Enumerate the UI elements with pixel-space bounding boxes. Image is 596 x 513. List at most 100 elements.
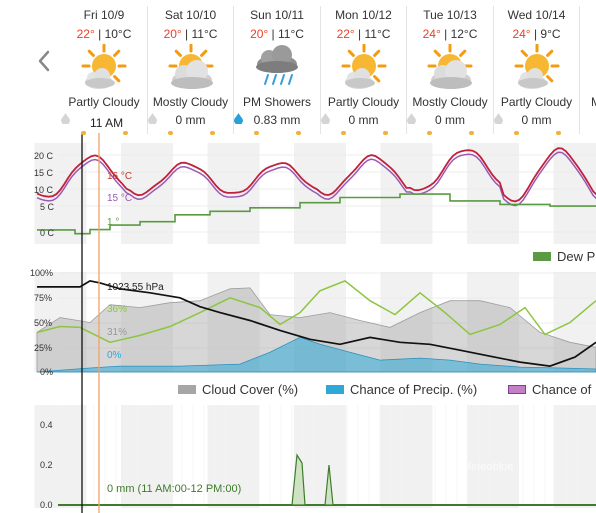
day-column[interactable]: Wed 10/14 24° | 9°C Partly Cloudy 0 mm [493, 0, 580, 140]
legend-swatch [533, 252, 551, 261]
low-temp: 11°C [364, 27, 391, 41]
day-condition: Partly Cloudy [327, 95, 400, 109]
day-column[interactable]: Fri 10/9 22° | 10°C Partly Cloudy [61, 0, 147, 140]
pressure-value-label: 1023.55 hPa [107, 282, 164, 293]
temp-ylabel: 10 C [34, 185, 54, 195]
rain-showers-icon [252, 44, 302, 92]
dew-point-value-label: 1 ° [107, 217, 120, 228]
night-band [467, 405, 519, 508]
precip-chance-value-label: 0% [107, 350, 122, 361]
feels-like-line [36, 151, 596, 207]
legend-swatch [326, 385, 344, 394]
humidity-line [36, 280, 596, 344]
day-precip: 0 mm [320, 113, 407, 127]
high-temp: 24° [512, 27, 531, 41]
atmos-ylabel: 0% [40, 367, 54, 377]
mostly-cloudy-icon [425, 44, 475, 92]
rain-spike [324, 464, 334, 506]
sun-markers [148, 131, 234, 135]
precip-amount: 0 mm [175, 113, 206, 127]
low-temp: 9°C [540, 27, 561, 41]
day-temps: 20° | 11°C [163, 27, 218, 41]
partly-cloudy-icon [512, 44, 562, 92]
dry-drop-icon [320, 113, 330, 124]
low-temp: 12°C [450, 27, 478, 41]
day-temps: 24° | 12°C [422, 27, 478, 41]
legend-precip-chance[interactable]: Chance of Precip. (%) [326, 382, 477, 397]
temp-ylabel: 20 C [34, 151, 54, 161]
column-divider [146, 6, 148, 134]
rain-spike [291, 453, 306, 506]
sun-markers [321, 131, 407, 135]
watermark-logo: Meteoblue [462, 461, 514, 473]
sun-markers [61, 131, 147, 135]
day-date: Sun 10/11 [250, 8, 304, 22]
day-temps: 22° | 10°C [76, 27, 132, 41]
low-temp: 10°C [104, 27, 132, 41]
day-column[interactable]: Mon 10/12 22° | 11°C Partly Cloudy 0 mm [320, 0, 407, 140]
feels-like-value-label: 15 °C [107, 193, 133, 204]
legend-cloud-cover[interactable]: Cloud Cover (%) [178, 382, 298, 397]
night-band [121, 143, 173, 244]
next-day-partial: M [591, 95, 596, 109]
night-band [467, 272, 519, 372]
dry-drop-icon [407, 113, 416, 124]
low-temp: 11°C [278, 27, 304, 41]
previous-days-button[interactable] [34, 46, 56, 76]
legend-dew-point[interactable]: Dew P [533, 249, 595, 264]
humidity-value-label: 36% [107, 304, 128, 315]
column-divider [492, 6, 494, 134]
rain-ylabel: 0.4 [40, 420, 53, 430]
night-band [380, 272, 433, 372]
day-date: Sat 10/10 [164, 8, 217, 22]
column-divider [233, 6, 234, 134]
rain-ylabel: 0.0 [40, 500, 53, 510]
chevron-left-icon [38, 50, 50, 72]
raindrop-icon [234, 113, 243, 124]
column-divider [406, 6, 407, 134]
legend-third-series[interactable]: Chance of [508, 382, 591, 397]
day-precip: 0 mm [493, 113, 580, 127]
partly-cloudy-icon [339, 44, 389, 92]
temp-ylabel: 15 C [34, 168, 54, 178]
sun-markers [494, 131, 580, 135]
low-temp: 11°C [191, 27, 218, 41]
high-temp: 22° [336, 27, 355, 41]
night-band [121, 405, 173, 508]
day-temps: 22° | 11°C [336, 27, 391, 41]
dry-drop-icon [493, 113, 503, 124]
night-band [553, 405, 596, 508]
column-divider [579, 6, 580, 134]
night-band [34, 272, 87, 372]
night-band [294, 143, 346, 244]
temperature-chart [36, 147, 596, 235]
day-precip: 0 mm [407, 113, 493, 127]
pressure-line [37, 280, 596, 367]
day-precip: 0.83 mm [234, 113, 320, 127]
day-condition: Mostly Cloudy [152, 95, 229, 109]
legend-swatch [508, 385, 526, 394]
day-date: Fri 10/9 [83, 8, 125, 22]
day-column[interactable]: Sat 10/10 20° | 11°C Mostly Cloudy 0 mm [147, 0, 234, 140]
temperature-line [36, 147, 596, 203]
day-condition: Partly Cloudy [500, 95, 573, 109]
partly-cloudy-icon [79, 44, 129, 92]
day-temps: 20° | 11°C [250, 27, 304, 41]
sun-markers [407, 131, 493, 135]
dew-point-line [36, 193, 596, 235]
night-band [207, 405, 260, 508]
high-temp: 20° [250, 27, 269, 41]
temp-ylabel: 5 C [40, 202, 55, 212]
mostly-cloudy-icon [166, 44, 216, 92]
rain-amount-label: 0 mm (11 AM:00-12 PM:00) [107, 483, 242, 495]
daily-forecast-strip: Fri 10/9 22° | 10°C Partly Cloudy Sat 10/10… [61, 0, 596, 140]
precip-amount: 0 mm [521, 113, 552, 127]
day-column[interactable]: Sun 10/11 20° | 11°C PM Showers 0.83 mm [234, 0, 320, 140]
cloud-value-label: 31% [107, 327, 128, 338]
night-band [467, 143, 519, 244]
column-divider [319, 6, 321, 134]
rainfall-chart [58, 453, 596, 506]
day-condition: Mostly Cloudy [412, 95, 488, 109]
day-column[interactable]: Tue 10/13 24° | 12°C Mostly Cloudy 0 mm [407, 0, 493, 140]
